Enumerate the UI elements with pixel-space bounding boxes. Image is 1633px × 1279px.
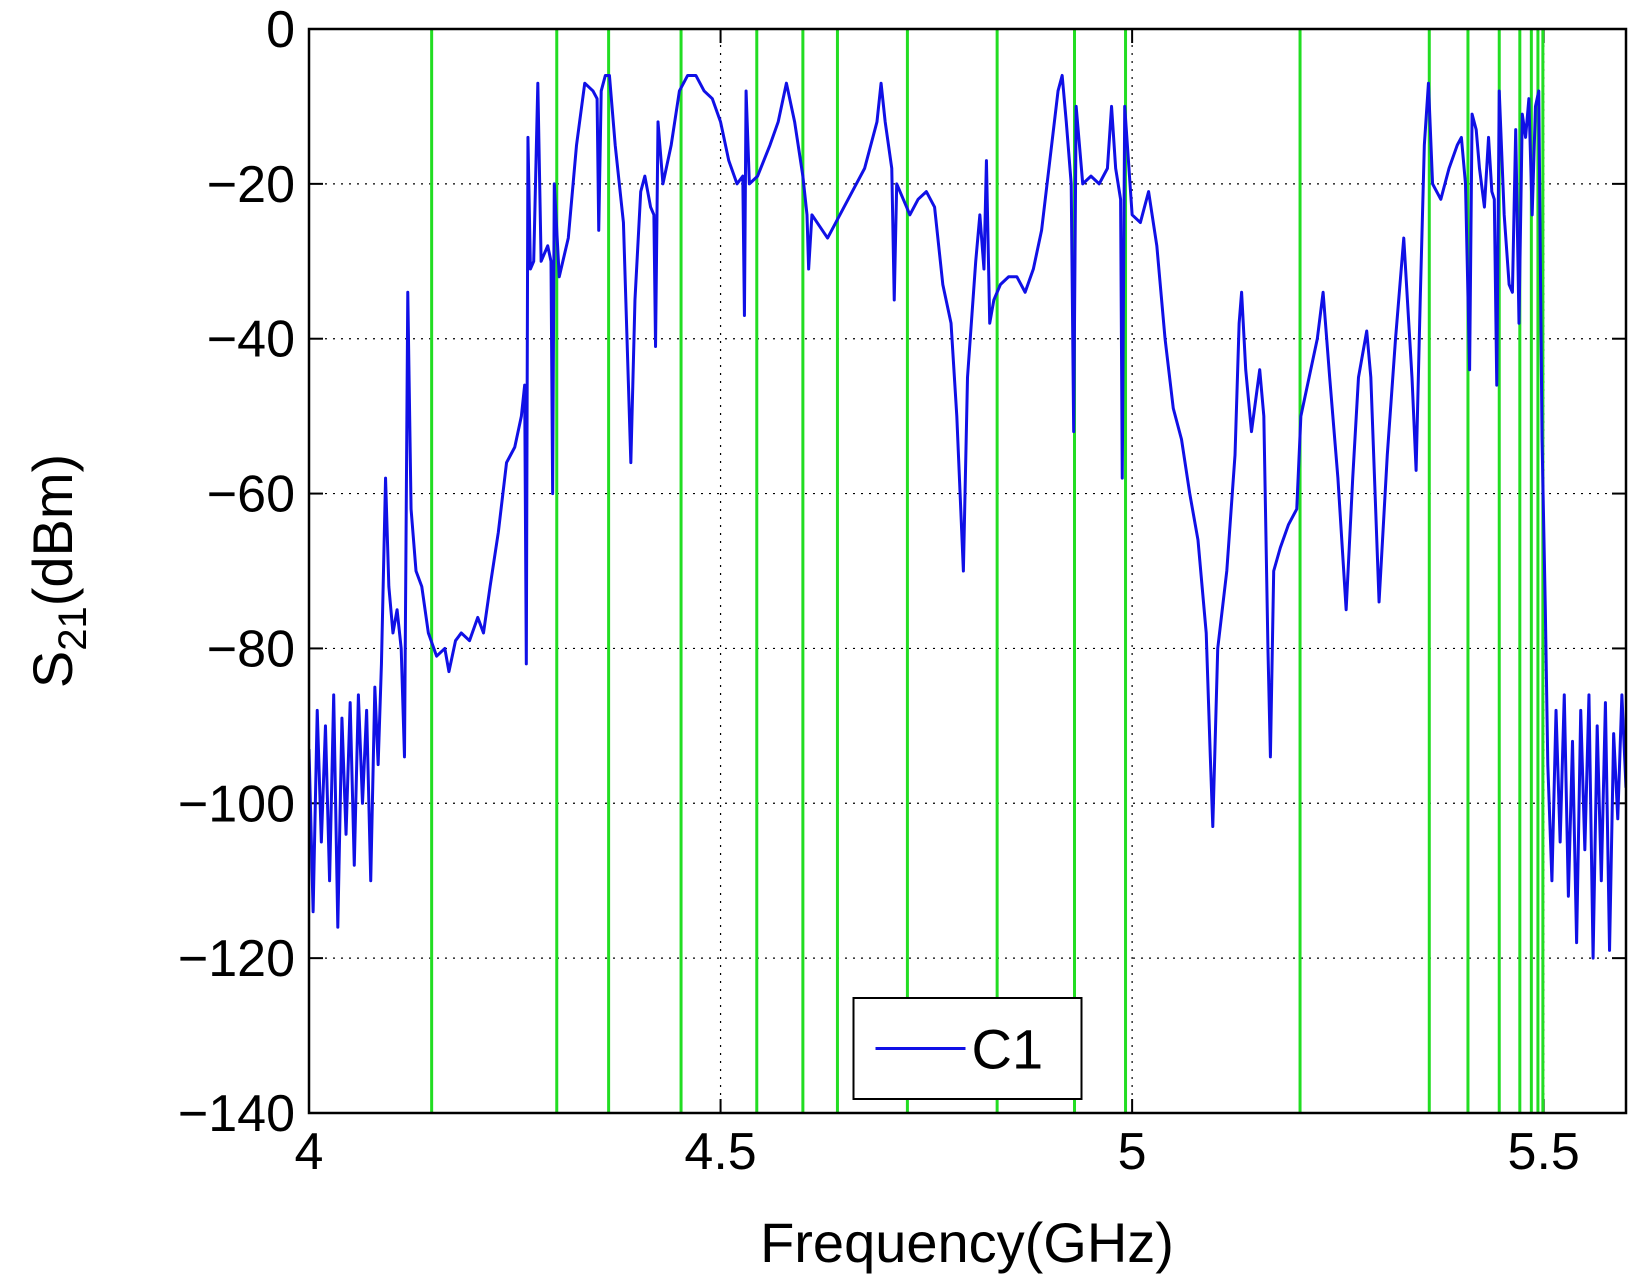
y-tick-label: −120 xyxy=(178,930,295,988)
y-tick-label: −60 xyxy=(207,466,295,524)
y-tick-label: 0 xyxy=(266,1,295,59)
data-line xyxy=(309,73,1626,960)
y-tick-label: −140 xyxy=(178,1085,295,1143)
y-label-unit: (dBm) xyxy=(21,454,84,606)
x-tick-label: 4 xyxy=(295,1123,324,1181)
y-label-base: S xyxy=(21,651,84,688)
y-tick-label: −20 xyxy=(207,156,295,214)
x-tick-label: 4.5 xyxy=(684,1123,756,1181)
x-tick-label: 5.5 xyxy=(1508,1123,1580,1181)
axes-box xyxy=(307,27,1628,1115)
y-tick-label: −40 xyxy=(207,311,295,369)
legend-label: C1 xyxy=(972,1018,1044,1081)
y-axis-label: S21(dBm) xyxy=(21,454,95,688)
legend: C1 xyxy=(852,997,1083,1100)
x-axis-label: Frequency(GHz) xyxy=(760,1211,1174,1274)
y-tick-label: −100 xyxy=(178,775,295,833)
x-tick-label: 5 xyxy=(1118,1123,1147,1181)
plot-area xyxy=(309,29,1626,1113)
y-tick-label: −80 xyxy=(207,620,295,678)
y-label-subscript: 21 xyxy=(51,606,95,651)
